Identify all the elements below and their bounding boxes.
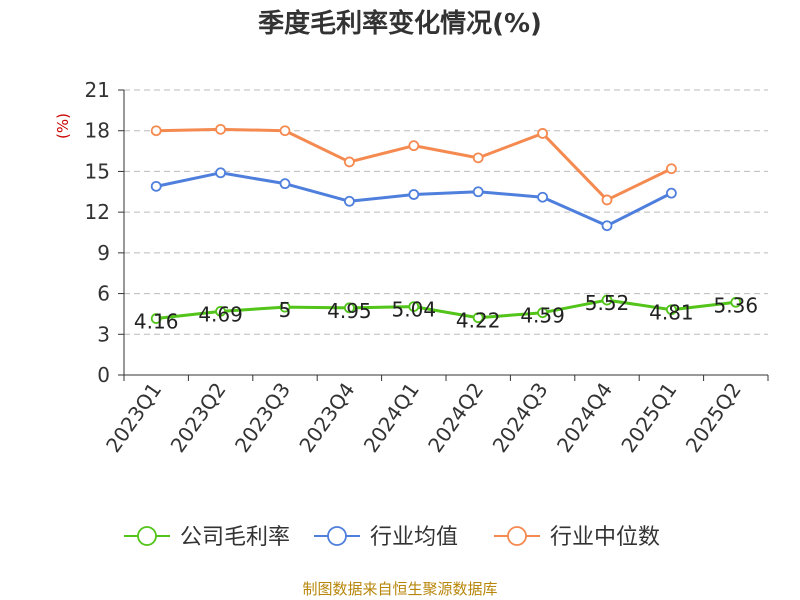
chart-title: 季度毛利率变化情况(%) [258,8,542,39]
data-point [343,302,355,314]
data-point [215,123,227,135]
x-tick-label: 2024Q1 [359,378,424,457]
legend: 公司毛利率 行业均值 行业中位数 [124,525,660,550]
legend-label: 公司毛利率 [180,525,290,550]
data-label: 4.69 [198,302,243,326]
data-point [150,313,162,324]
x-tick-label: 2025Q1 [616,378,681,457]
data-point [472,312,484,324]
data-point [472,152,484,164]
data-label: 5.52 [585,291,630,315]
data-point [408,140,420,152]
y-tick-label: 9 [97,241,110,265]
data-label: 4.22 [456,309,501,333]
data-point [279,125,291,137]
data-point [408,301,420,313]
y-tick-label: 3 [97,322,110,346]
data-label: 4.59 [520,304,565,328]
x-tick-label: 2025Q2 [681,378,746,457]
legend-label: 行业中位数 [550,525,660,550]
data-point [601,194,613,206]
x-tick-labels: 2023Q1 2023Q2 2023Q3 2023Q4 2024Q1 2024Q2 2024… [101,378,746,457]
data-point [601,294,613,306]
legend-marker [327,526,347,546]
y-tick-label: 18 [85,119,110,143]
data-labels: 4.16 4.69 5 4.95 5.04 4.22 4.59 5.52 4.81 5.36 [134,291,758,333]
y-tick-label: 12 [85,200,110,224]
data-point [666,187,677,199]
data-point [279,178,291,190]
x-tick-label: 2023Q3 [230,378,295,457]
source-note: 制图数据来自恒生聚源数据库 [302,580,497,598]
x-tick-label: 2024Q3 [488,378,553,457]
data-point [666,304,677,316]
data-point [537,128,548,139]
data-point [472,186,484,198]
data-point [343,195,355,207]
data-point [343,156,355,168]
x-tick-label: 2023Q2 [166,378,231,457]
data-point [215,167,227,179]
y-tick-labels: 0 3 6 9 12 15 18 21 [85,78,110,387]
data-point [408,189,420,200]
series-group [150,123,742,324]
data-label: 4.95 [327,299,372,323]
legend-label: 行业均值 [370,525,458,550]
data-label: 4.16 [134,310,179,334]
data-point [730,296,742,308]
data-point [215,305,227,317]
y-tick-label: 0 [97,363,110,387]
data-label: 5.04 [392,298,437,322]
y-tick-label: 15 [85,159,110,183]
legend-marker [507,526,527,546]
x-tick-label: 2023Q1 [101,378,166,457]
data-point [279,301,291,313]
x-tick-label: 2024Q4 [552,378,617,457]
data-point [537,191,548,203]
y-tick-label: 21 [85,78,110,102]
data-label: 5.36 [714,293,759,317]
data-label: 4.81 [649,301,694,325]
data-point [150,180,162,192]
y-tick-label: 6 [97,282,110,306]
series-line [156,298,736,321]
axes [118,89,769,381]
data-point [666,163,677,175]
x-tick-label: 2024Q2 [423,378,488,457]
x-tick-label: 2023Q4 [294,378,359,457]
data-point [601,220,613,232]
data-point [537,307,548,319]
legend-marker [137,526,157,546]
data-label: 5 [279,298,292,322]
data-point [150,125,162,137]
gridlines [124,89,768,335]
y-unit-label: (%) [54,113,72,139]
